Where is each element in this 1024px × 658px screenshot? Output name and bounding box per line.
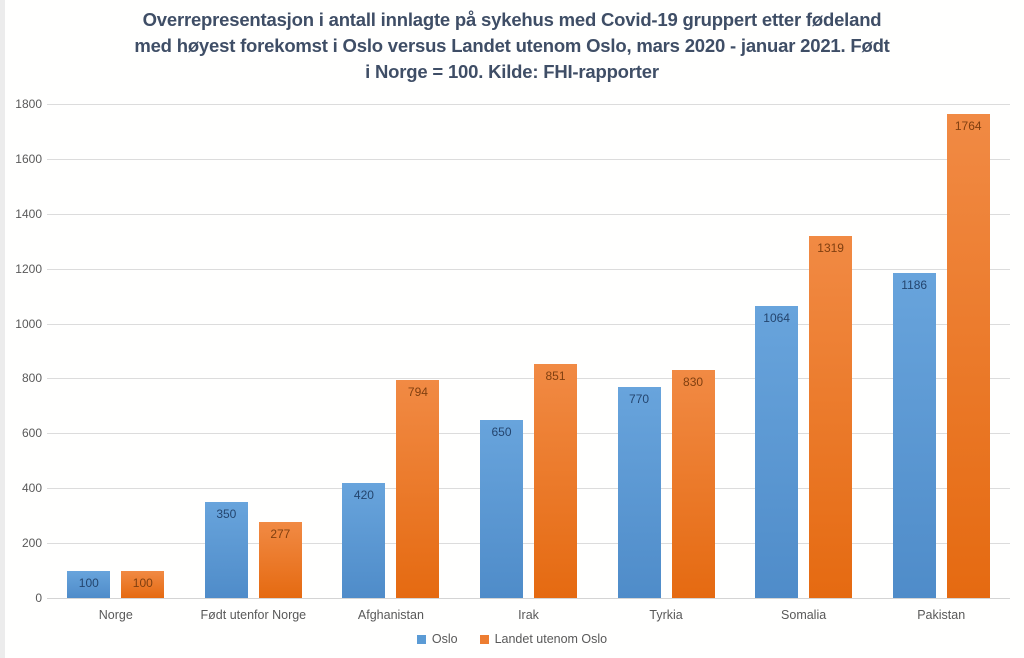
window-edge-strip xyxy=(0,0,5,658)
bar-landet-utenom-oslo-norge xyxy=(121,570,165,598)
bar-label-oslo-tyrkia: 770 xyxy=(629,391,650,406)
bar-oslo-norge xyxy=(67,570,111,598)
bar-label-landet-utenom-oslo-f-dt-utenfor-norge: 277 xyxy=(270,526,291,541)
legend-label-oslo: Oslo xyxy=(431,632,458,646)
legend-item-oslo: Oslo xyxy=(416,632,458,646)
bar-label-landet-utenom-oslo-afghanistan: 794 xyxy=(407,385,428,400)
bar-label-landet-utenom-oslo-irak: 851 xyxy=(545,369,566,384)
bar-label-oslo-somalia: 1064 xyxy=(763,310,790,325)
x-axis-label-somalia: Somalia xyxy=(781,608,827,622)
gridline-0 xyxy=(47,598,1010,599)
bar-oslo-f-dt-utenfor-norge xyxy=(204,501,248,598)
y-axis-tick-0: 0 xyxy=(35,591,42,605)
y-axis-tick-800: 800 xyxy=(21,371,42,386)
bar-label-landet-utenom-oslo-norge: 100 xyxy=(132,575,153,590)
bar-landet-utenom-oslo-f-dt-utenfor-norge xyxy=(258,521,302,598)
bar-label-oslo-afghanistan: 420 xyxy=(353,487,374,502)
bar-label-oslo-irak: 650 xyxy=(491,424,512,439)
bar-oslo-pakistan xyxy=(892,272,936,598)
bar-label-landet-utenom-oslo-pakistan: 1764 xyxy=(954,118,982,133)
y-axis-tick-1400: 1400 xyxy=(15,206,42,221)
legend: Oslo Landet utenom Oslo xyxy=(0,632,1024,646)
chart-title-line-3: i Norge = 100. Kilde: FHI-rapporter xyxy=(365,61,659,82)
bar-oslo-afghanistan xyxy=(342,482,386,598)
x-axis-label-norge: Norge xyxy=(98,608,133,622)
legend-swatch-landet-utenom-oslo xyxy=(479,634,489,644)
y-axis-tick-200: 200 xyxy=(21,536,42,551)
legend-label-landet-utenom-oslo: Landet utenom Oslo xyxy=(494,632,608,646)
y-axis-tick-1000: 1000 xyxy=(15,316,42,331)
bar-label-landet-utenom-oslo-tyrkia: 830 xyxy=(683,375,704,390)
bar-label-oslo-norge: 100 xyxy=(78,575,99,590)
bar-label-oslo-pakistan: 1186 xyxy=(901,277,928,292)
bar-landet-utenom-oslo-tyrkia xyxy=(671,370,715,598)
gridline-400 xyxy=(47,488,1010,490)
bar-landet-utenom-oslo-irak xyxy=(534,364,577,598)
bar-label-landet-utenom-oslo-somalia: 1319 xyxy=(817,241,844,255)
x-axis-label-irak: Irak xyxy=(518,608,539,622)
gridline-1600 xyxy=(47,158,1010,160)
gridline-1200 xyxy=(47,268,1010,270)
bar-oslo-irak xyxy=(480,419,523,598)
gridline-1000 xyxy=(47,323,1010,325)
y-axis-tick-400: 400 xyxy=(21,481,42,496)
bar-landet-utenom-oslo-afghanistan xyxy=(396,380,440,598)
chart-title: Overrepresentasjon i antall innlagte på … xyxy=(60,7,964,85)
bar-landet-utenom-oslo-somalia xyxy=(809,236,853,598)
x-axis-label-afghanistan: Afghanistan xyxy=(357,608,424,622)
x-axis-label-f-dt-utenfor-norge: Født utenfor Norge xyxy=(200,608,307,622)
bar-oslo-somalia xyxy=(755,305,799,598)
chart-title-line-2: med høyest forekomst i Oslo versus Lande… xyxy=(134,35,890,56)
gridline-1400 xyxy=(47,213,1010,215)
y-axis-tick-600: 600 xyxy=(21,426,42,441)
legend-swatch-oslo xyxy=(416,634,426,644)
bar-landet-utenom-oslo-pakistan xyxy=(946,113,990,598)
y-axis-tick-1600: 1600 xyxy=(15,151,42,166)
x-axis-label-tyrkia: Tyrkia xyxy=(649,608,683,622)
bar-label-oslo-f-dt-utenfor-norge: 350 xyxy=(216,506,237,521)
x-axis-label-pakistan: Pakistan xyxy=(917,608,966,622)
gridline-800 xyxy=(47,378,1010,380)
gridline-1800 xyxy=(47,104,1010,105)
y-axis-tick-1200: 1200 xyxy=(15,261,42,276)
chart-title-line-1: Overrepresentasjon i antall innlagte på … xyxy=(142,9,882,30)
gridline-200 xyxy=(47,543,1010,545)
y-axis-tick-1800: 1800 xyxy=(15,97,42,111)
bar-oslo-tyrkia xyxy=(617,386,661,598)
gridline-600 xyxy=(47,433,1010,435)
legend-item-landet-utenom-oslo: Landet utenom Oslo xyxy=(479,632,608,646)
